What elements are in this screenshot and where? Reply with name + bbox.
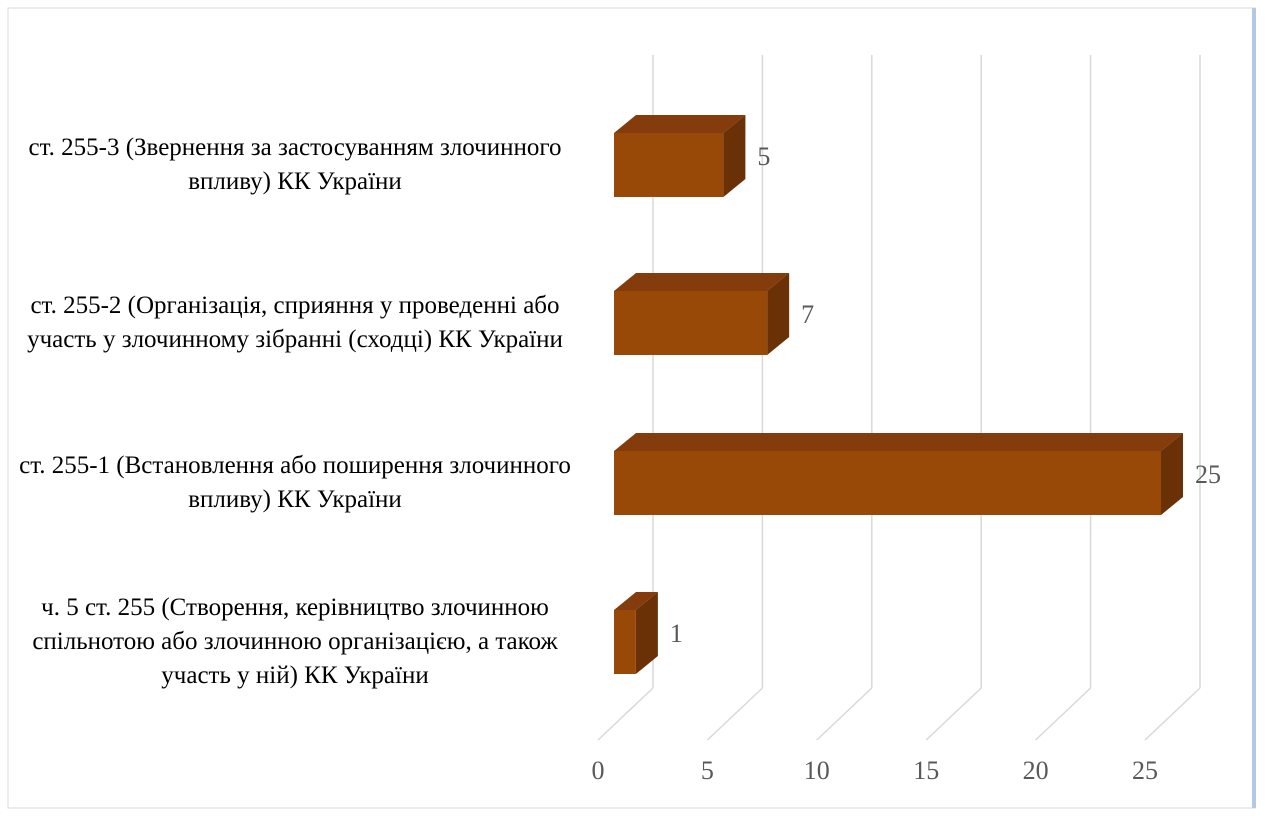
x-tick-label: 25 (1132, 756, 1158, 785)
bar (614, 451, 1161, 515)
floor-line (1035, 687, 1092, 741)
category-label: ст. 255-3 (Звернення за застосуванням зл… (28, 134, 562, 195)
floor-line (816, 687, 873, 741)
value-label: 5 (757, 142, 770, 171)
x-tick-label: 10 (804, 756, 830, 785)
bar (614, 291, 768, 355)
category-label: ч. 5 ст. 255 (Створення, керівництво зло… (32, 594, 558, 689)
category-label: ст. 255-1 (Встановлення або поширення зл… (19, 452, 571, 513)
value-label: 25 (1195, 460, 1221, 489)
bar-top (614, 433, 1183, 451)
bar-top (614, 273, 790, 291)
x-tick-label: 5 (701, 756, 714, 785)
value-label: 1 (670, 619, 683, 648)
bar (614, 133, 724, 197)
bar-side (723, 115, 746, 197)
x-tick-label: 0 (592, 756, 605, 785)
bar-side (1161, 433, 1183, 515)
floor-line (597, 687, 654, 741)
floor-line (925, 687, 982, 741)
floor-line (706, 687, 763, 741)
bar-top (614, 592, 658, 610)
frame-edge (1252, 8, 1256, 808)
bar-side (767, 273, 790, 355)
bar (614, 610, 636, 674)
value-label: 7 (801, 300, 814, 329)
bar-side (635, 592, 658, 674)
category-label: ст. 255-2 (Організація, сприяння у прове… (27, 292, 563, 353)
x-tick-label: 15 (913, 756, 939, 785)
floor-line (1144, 687, 1201, 741)
bar-top (614, 115, 746, 133)
x-tick-label: 20 (1023, 756, 1049, 785)
